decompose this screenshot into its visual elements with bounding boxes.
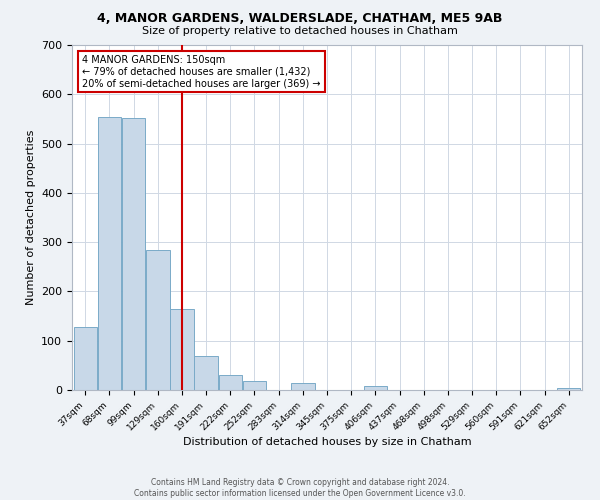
Bar [170, 308, 194, 390]
Bar [291, 382, 314, 390]
Bar [98, 117, 121, 390]
Y-axis label: Number of detached properties: Number of detached properties [26, 130, 35, 305]
Bar [194, 356, 218, 390]
Text: 4 MANOR GARDENS: 150sqm
← 79% of detached houses are smaller (1,432)
20% of semi: 4 MANOR GARDENS: 150sqm ← 79% of detache… [82, 56, 320, 88]
Text: Size of property relative to detached houses in Chatham: Size of property relative to detached ho… [142, 26, 458, 36]
Bar [218, 375, 242, 390]
Bar [146, 250, 170, 390]
Bar [74, 327, 97, 390]
Bar [364, 386, 387, 390]
X-axis label: Distribution of detached houses by size in Chatham: Distribution of detached houses by size … [182, 438, 472, 448]
Bar [557, 388, 580, 390]
Text: Contains HM Land Registry data © Crown copyright and database right 2024.
Contai: Contains HM Land Registry data © Crown c… [134, 478, 466, 498]
Text: 4, MANOR GARDENS, WALDERSLADE, CHATHAM, ME5 9AB: 4, MANOR GARDENS, WALDERSLADE, CHATHAM, … [97, 12, 503, 26]
Bar [243, 381, 266, 390]
Bar [122, 118, 145, 390]
